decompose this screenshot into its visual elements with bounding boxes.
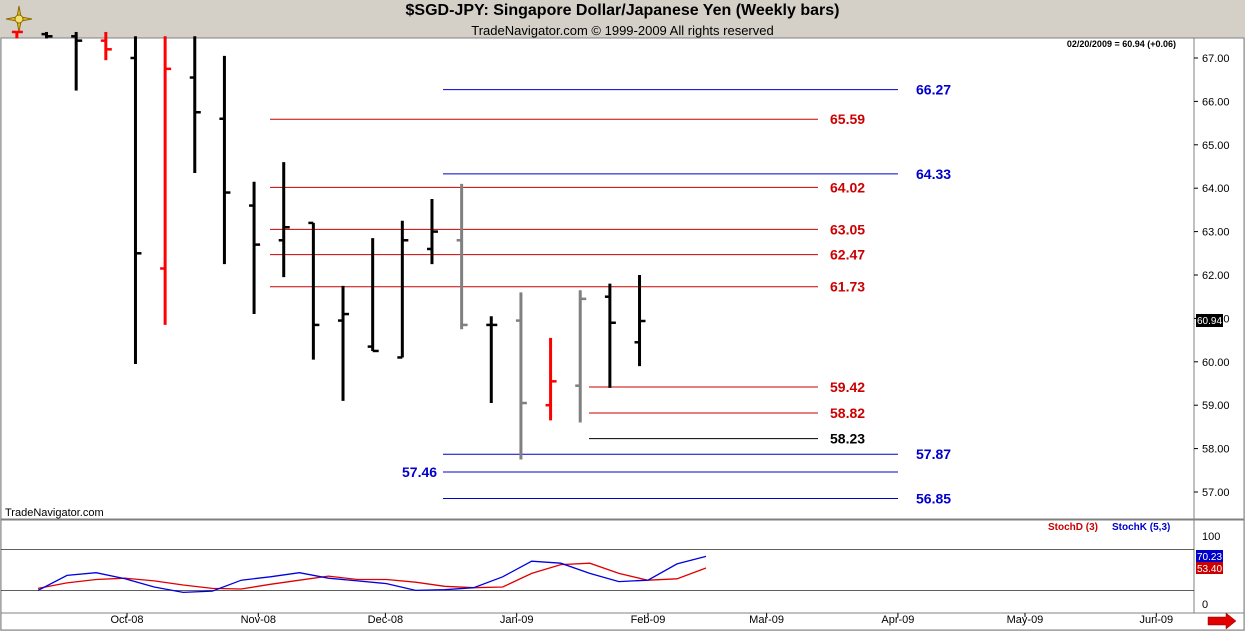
y-tick-label: 63.00 [1202,227,1230,239]
price-bar[interactable] [634,275,646,367]
level-label: 56.85 [916,491,951,507]
watermark: TradeNavigator.com [5,507,104,519]
stoch-d-last: 53.40 [1197,564,1222,575]
price-bar[interactable] [71,31,83,91]
stoch-k-line [37,555,707,594]
info-box: 02/20/2009 = 60.94 (+0.06) [1067,39,1176,49]
stoch-d-tag [1196,562,1223,574]
y-tick-label: 57.00 [1202,487,1230,499]
price-bar[interactable] [486,316,498,404]
level-label: 57.87 [916,446,951,462]
x-tick-label: Dec-08 [368,614,403,626]
y-tick-label: 58.00 [1202,444,1230,456]
price-bar[interactable] [249,181,261,315]
stoch-d-legend: StochD (3) [1048,522,1098,533]
x-tick-label: Jan-09 [500,614,534,626]
price-bar[interactable] [456,183,468,330]
y-tick-label: 67.00 [1202,53,1230,65]
x-tick-label: Nov-08 [241,614,276,626]
price-bar[interactable] [11,30,23,39]
x-tick-label: May-09 [1007,614,1044,626]
level-label: 61.73 [830,279,865,295]
level-label: 58.82 [830,405,865,421]
stoch-y-tick-label: 0 [1202,599,1208,611]
y-tick-label: 60.00 [1202,357,1230,369]
chart-title: $SGD-JPY: Singapore Dollar/Japanese Yen … [405,2,840,19]
level-label: 66.27 [916,82,951,98]
price-bar[interactable] [219,55,231,265]
stoch-k-tag [1196,550,1223,562]
level-label: 64.02 [830,179,865,195]
x-tick-label: Apr-09 [881,614,914,626]
price-bar[interactable] [189,36,201,174]
y-tick-label: 62.00 [1202,270,1230,282]
price-bar[interactable] [604,283,616,388]
price-bar[interactable] [130,36,142,364]
stoch-y-tick-label: 100 [1202,531,1220,543]
level-label: 65.59 [830,111,865,127]
x-tick-label: Mar-09 [749,614,784,626]
price-bar[interactable] [160,36,172,325]
level-label: 62.47 [830,247,865,263]
x-tick-label: Oct-08 [110,614,143,626]
main-plot-area [0,37,1195,520]
price-bar[interactable] [426,199,438,265]
y-tick-label: 65.00 [1202,140,1230,152]
price-bar[interactable] [575,290,587,423]
price-bar[interactable] [367,238,379,353]
x-tick-label: Jun-09 [1139,614,1173,626]
price-bar[interactable] [308,221,320,360]
chart-subtitle: TradeNavigator.com © 1999-2009 All right… [471,23,774,38]
x-tick-label: Feb-09 [631,614,666,626]
level-label: 64.33 [916,166,951,182]
level-label: 59.42 [830,379,865,395]
y-tick-label: 59.00 [1202,400,1230,412]
level-label: 57.46 [402,464,437,480]
y-tick-label: 66.00 [1202,96,1230,108]
last-price-label: 60.94 [1197,316,1222,327]
scroll-right-arrow-icon[interactable] [1207,612,1237,630]
date-axis [0,612,1245,631]
stoch-d-line [37,562,707,590]
price-bar[interactable] [278,162,290,278]
price-bar[interactable] [338,285,350,401]
price-bar[interactable] [545,337,557,421]
price-axis [1193,37,1245,520]
stoch-k-legend: StochK (5,3) [1112,522,1170,533]
last-price-tag [1196,314,1223,327]
level-label: 58.23 [830,431,865,447]
price-bar[interactable] [41,31,53,39]
y-tick-label: 64.00 [1202,183,1230,195]
level-label: 63.05 [830,221,865,237]
price-bar[interactable] [100,31,112,61]
price-bar[interactable] [397,220,409,359]
price-bar[interactable] [515,292,527,460]
stoch-k-last: 70.23 [1197,552,1222,563]
